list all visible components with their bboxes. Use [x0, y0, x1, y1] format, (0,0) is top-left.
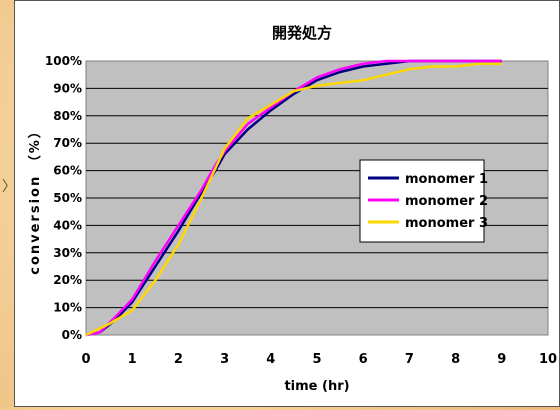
series-lines: [85, 59, 502, 337]
x-tick-label: 9: [497, 352, 506, 367]
y-axis-ticks: 0% 10% 20% 30% 40% 50% 60% 70% 80% 90% 100%: [45, 54, 82, 342]
y-tick-label: 50%: [53, 191, 82, 205]
legend: monomer 1 monomer 2 monomer 3: [359, 159, 488, 243]
x-tick-label: 7: [405, 352, 414, 367]
y-tick-label: 0%: [62, 328, 82, 342]
legend-label: monomer 3: [405, 216, 488, 231]
x-tick-label: 0: [81, 352, 90, 367]
series-line-3: [85, 62, 502, 337]
x-tick-label: 5: [312, 352, 321, 367]
y-axis-label: conversion （%）: [27, 123, 43, 275]
x-tick-label: 1: [128, 352, 137, 367]
x-tick-label: 2: [174, 352, 183, 367]
y-tick-label: 10%: [53, 301, 82, 315]
chart-frame: 開発処方 0% 10% 20% 30% 40% 50% 60% 70% 80% 90% 100% 0…: [14, 0, 560, 407]
y-tick-label: 100%: [45, 54, 82, 68]
x-tick-label: 8: [451, 352, 460, 367]
y-tick-label: 80%: [53, 109, 82, 123]
x-tick-label: 6: [359, 352, 368, 367]
y-tick-label: 60%: [53, 164, 82, 178]
x-tick-label: 10: [539, 352, 557, 367]
x-tick-label: 3: [220, 352, 229, 367]
y-tick-label: 90%: [53, 81, 82, 95]
chart-title: 開発処方: [272, 24, 332, 42]
y-tick-label: 30%: [53, 246, 82, 260]
legend-label: monomer 2: [405, 194, 488, 209]
legend-label: monomer 1: [405, 172, 488, 187]
y-tick-label: 40%: [53, 218, 82, 232]
line-chart: 開発処方 0% 10% 20% 30% 40% 50% 60% 70% 80% 90% 100% 0…: [27, 24, 557, 394]
x-axis-ticks: 0 1 2 3 4 5 6 7 8 9 10: [81, 352, 557, 367]
x-tick-label: 4: [266, 352, 275, 367]
legend-box: [359, 159, 485, 243]
y-tick-label: 20%: [53, 273, 82, 287]
x-axis-label: time (hr): [284, 379, 349, 394]
y-tick-label: 70%: [53, 136, 82, 150]
chevron-right-icon: 〉: [2, 179, 16, 195]
series-line-2: [85, 59, 502, 337]
